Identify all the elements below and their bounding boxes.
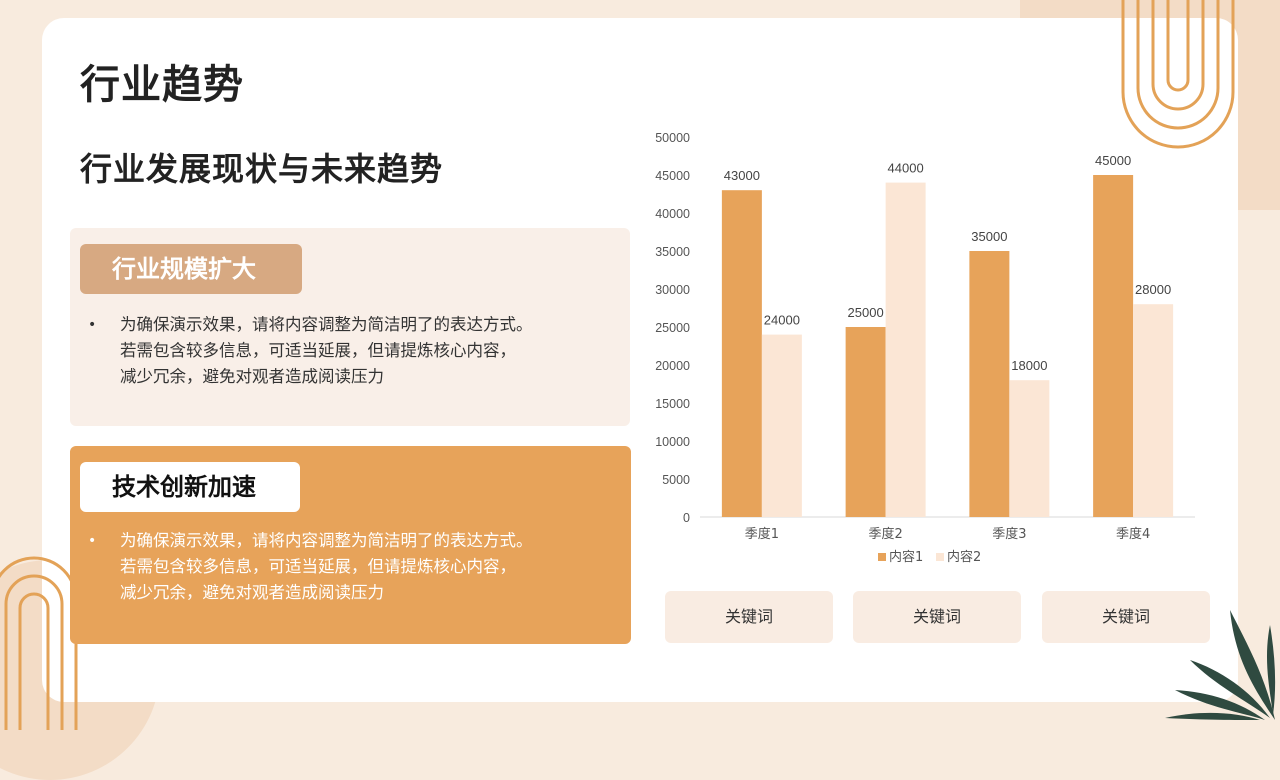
text-line: 为确保演示效果，请将内容调整为简洁明了的表达方式。 <box>120 315 533 334</box>
data-label: 35000 <box>971 229 1007 244</box>
data-label: 43000 <box>724 168 760 183</box>
y-tick-label: 15000 <box>655 397 690 411</box>
text-line: 减少冗余，避免对观者造成阅读压力 <box>120 367 384 386</box>
bullet-dot: • <box>88 533 97 549</box>
y-tick-label: 30000 <box>655 283 690 297</box>
section-heading: 行业规模扩大 <box>80 244 302 294</box>
x-tick-label: 季度3 <box>992 526 1026 542</box>
section-text: • 为确保演示效果，请将内容调整为简洁明了的表达方式。 若需包含较多信息，可适当… <box>88 528 533 606</box>
bullet-dot: • <box>88 317 97 333</box>
bar <box>761 334 802 517</box>
legend-label: 内容2 <box>947 549 981 565</box>
bar <box>885 182 926 517</box>
bar <box>721 190 762 517</box>
section-text: • 为确保演示效果，请将内容调整为简洁明了的表达方式。 若需包含较多信息，可适当… <box>88 312 533 390</box>
keyword-card-3[interactable]: 关键词 <box>1042 591 1210 643</box>
leaf-decoration-icon <box>1165 610 1276 720</box>
bar-chart: 0 5000 10000 15000 20000 25000 30000 35000 40000… <box>655 131 1195 565</box>
section-scale: 行业规模扩大 • 为确保演示效果，请将内容调整为简洁明了的表达方式。 若需包含较… <box>70 228 630 426</box>
x-tick-label: 季度1 <box>745 526 779 542</box>
data-label: 25000 <box>848 305 884 320</box>
y-tick-label: 20000 <box>655 359 690 373</box>
text-line: 若需包含较多信息，可适当延展，但请提炼核心内容， <box>120 557 516 576</box>
text-line: 若需包含较多信息，可适当延展，但请提炼核心内容， <box>120 341 516 360</box>
x-tick-label: 季度2 <box>868 526 902 542</box>
data-label: 28000 <box>1135 282 1171 297</box>
y-tick-label: 5000 <box>662 473 690 487</box>
y-tick-label: 35000 <box>655 245 690 259</box>
keyword-card-1[interactable]: 关键词 <box>665 591 833 643</box>
data-label: 24000 <box>764 313 800 328</box>
bar <box>969 251 1010 517</box>
bar <box>1009 380 1050 517</box>
legend-label: 内容1 <box>889 549 923 565</box>
x-tick-label: 季度4 <box>1116 526 1150 542</box>
y-tick-label: 0 <box>683 511 690 525</box>
arch-decoration-icon <box>1121 0 1235 149</box>
text-line: 为确保演示效果，请将内容调整为简洁明了的表达方式。 <box>120 531 533 550</box>
section-innovation: 技术创新加速 • 为确保演示效果，请将内容调整为简洁明了的表达方式。 若需包含较… <box>70 446 631 644</box>
y-tick-label: 10000 <box>655 435 690 449</box>
data-label: 44000 <box>888 161 924 176</box>
y-tick-label: 50000 <box>655 131 690 145</box>
legend-swatch <box>878 553 886 561</box>
text-line: 减少冗余，避免对观者造成阅读压力 <box>120 583 384 602</box>
data-label: 18000 <box>1011 358 1047 373</box>
page-title: 行业趋势 <box>80 62 244 108</box>
keyword-card-2[interactable]: 关键词 <box>853 591 1021 643</box>
data-label: 45000 <box>1095 153 1131 168</box>
page-subtitle: 行业发展现状与未来趋势 <box>80 150 444 188</box>
legend-swatch <box>936 553 944 561</box>
y-tick-label: 40000 <box>655 207 690 221</box>
bar <box>1093 175 1134 517</box>
y-tick-label: 45000 <box>655 169 690 183</box>
y-tick-label: 25000 <box>655 321 690 335</box>
bar <box>845 327 886 517</box>
section-heading: 技术创新加速 <box>80 462 300 512</box>
bar <box>1133 304 1174 517</box>
